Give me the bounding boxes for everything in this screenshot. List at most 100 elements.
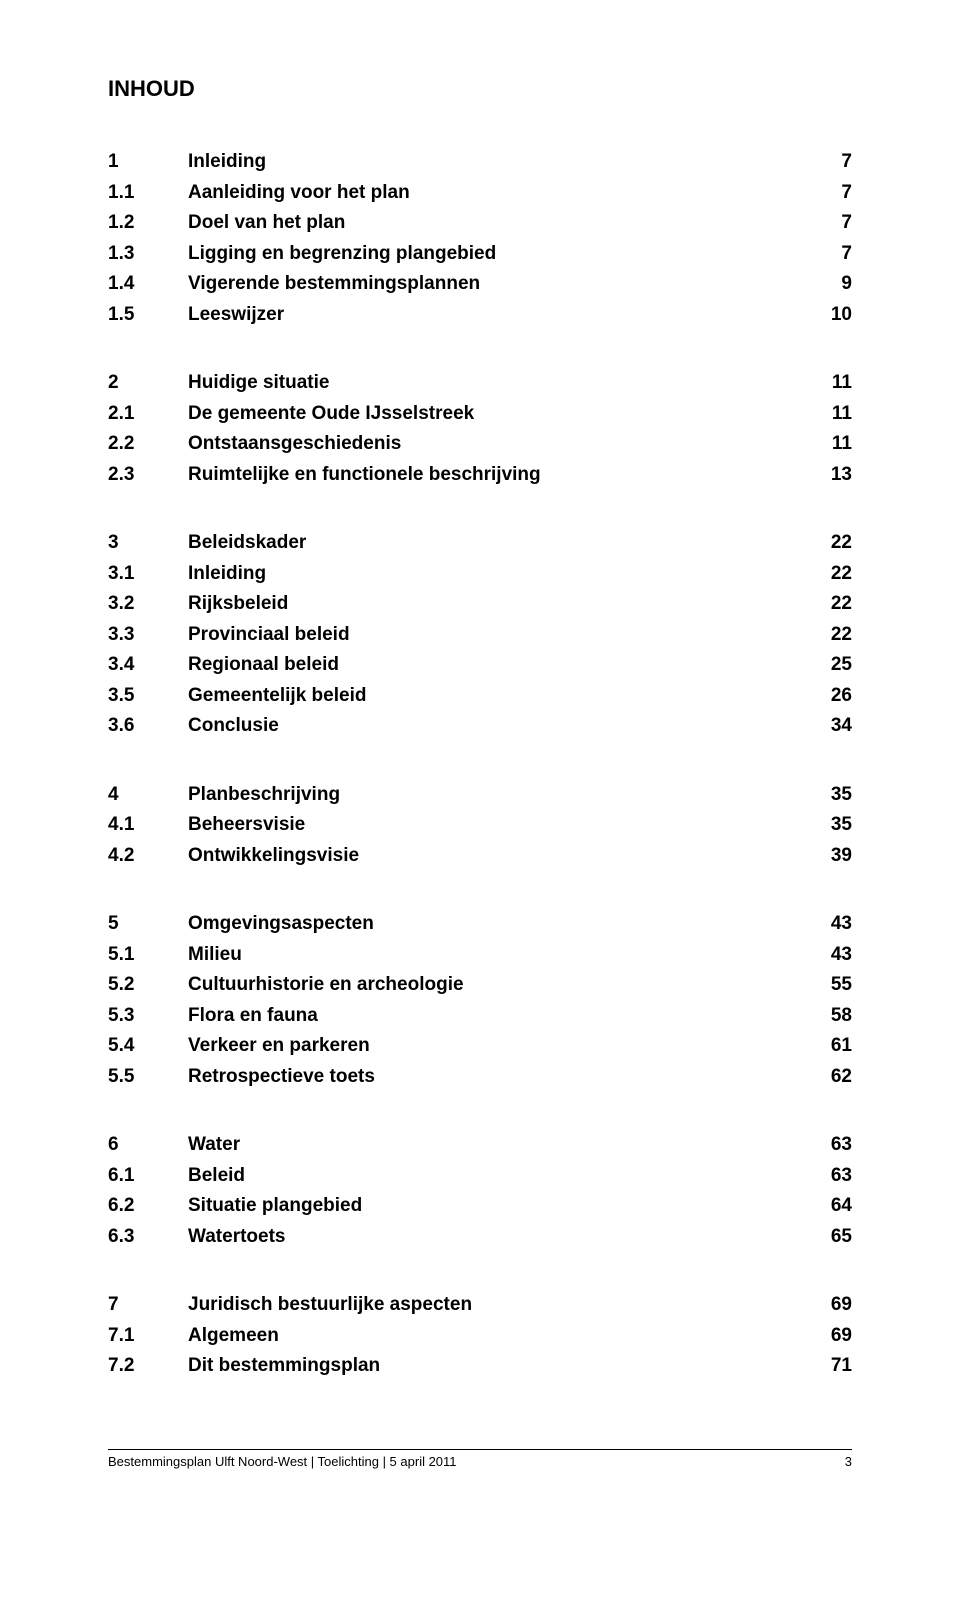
toc-item-page: 61	[802, 1032, 852, 1061]
toc-item-row: 3.5Gemeentelijk beleid26	[108, 682, 852, 711]
page-footer: Bestemmingsplan Ulft Noord-West | Toelic…	[108, 1449, 852, 1469]
toc-item-page: 22	[802, 560, 852, 589]
toc-item-label: Milieu	[188, 941, 802, 970]
toc-chapter-number: 6	[108, 1131, 188, 1160]
toc-item-page: 9	[802, 270, 852, 299]
toc-item-page: 35	[802, 811, 852, 840]
toc-item-page: 55	[802, 971, 852, 1000]
toc-item-row: 6.3Watertoets65	[108, 1223, 852, 1252]
toc-item-row: 3.2Rijksbeleid22	[108, 590, 852, 619]
page-title: INHOUD	[108, 76, 852, 102]
toc-item-label: Leeswijzer	[188, 301, 802, 330]
toc-chapter-page: 69	[802, 1291, 852, 1320]
toc-item-number: 3.3	[108, 621, 188, 650]
toc-item-number: 4.1	[108, 811, 188, 840]
toc-chapter-row: 4Planbeschrijving35	[108, 781, 852, 810]
toc-item-row: 4.2Ontwikkelingsvisie39	[108, 842, 852, 871]
toc-item-row: 7.2Dit bestemmingsplan71	[108, 1352, 852, 1381]
toc-item-label: Regionaal beleid	[188, 651, 802, 680]
toc-item-page: 10	[802, 301, 852, 330]
toc-item-page: 39	[802, 842, 852, 871]
toc-item-row: 6.2Situatie plangebied64	[108, 1192, 852, 1221]
toc-item-row: 4.1Beheersvisie35	[108, 811, 852, 840]
toc-chapter-label: Inleiding	[188, 148, 802, 177]
toc-section: 7Juridisch bestuurlijke aspecten697.1Alg…	[108, 1291, 852, 1381]
toc-item-page: 11	[802, 400, 852, 429]
toc-item-row: 1.4Vigerende bestemmingsplannen9	[108, 270, 852, 299]
toc-chapter-page: 63	[802, 1131, 852, 1160]
toc-item-label: Dit bestemmingsplan	[188, 1352, 802, 1381]
toc-chapter-label: Huidige situatie	[188, 369, 802, 398]
toc-item-number: 5.2	[108, 971, 188, 1000]
toc-item-label: Verkeer en parkeren	[188, 1032, 802, 1061]
toc-chapter-number: 7	[108, 1291, 188, 1320]
toc-item-page: 7	[802, 240, 852, 269]
toc-item-label: Flora en fauna	[188, 1002, 802, 1031]
toc-item-page: 62	[802, 1063, 852, 1092]
toc-item-number: 5.3	[108, 1002, 188, 1031]
toc-chapter-label: Planbeschrijving	[188, 781, 802, 810]
toc-item-number: 6.2	[108, 1192, 188, 1221]
toc-chapter-label: Omgevingsaspecten	[188, 910, 802, 939]
toc-item-number: 2.2	[108, 430, 188, 459]
toc-chapter-label: Water	[188, 1131, 802, 1160]
toc-section: 5Omgevingsaspecten435.1Milieu435.2Cultuu…	[108, 910, 852, 1091]
footer-left: Bestemmingsplan Ulft Noord-West | Toelic…	[108, 1454, 457, 1469]
toc-item-page: 43	[802, 941, 852, 970]
toc-chapter-page: 11	[802, 369, 852, 398]
toc-item-row: 5.4Verkeer en parkeren61	[108, 1032, 852, 1061]
toc-item-number: 3.4	[108, 651, 188, 680]
toc-item-row: 2.1De gemeente Oude IJsselstreek11	[108, 400, 852, 429]
toc-item-row: 5.1Milieu43	[108, 941, 852, 970]
toc-item-page: 26	[802, 682, 852, 711]
toc-item-page: 7	[802, 179, 852, 208]
toc-item-number: 7.1	[108, 1322, 188, 1351]
toc-item-label: Situatie plangebied	[188, 1192, 802, 1221]
toc-chapter-row: 7Juridisch bestuurlijke aspecten69	[108, 1291, 852, 1320]
toc-item-row: 3.4Regionaal beleid25	[108, 651, 852, 680]
toc-chapter-page: 7	[802, 148, 852, 177]
toc-item-number: 3.5	[108, 682, 188, 711]
toc-item-label: Ligging en begrenzing plangebied	[188, 240, 802, 269]
toc-item-number: 4.2	[108, 842, 188, 871]
toc-item-label: Ontwikkelingsvisie	[188, 842, 802, 871]
toc-chapter-page: 43	[802, 910, 852, 939]
toc-item-label: De gemeente Oude IJsselstreek	[188, 400, 802, 429]
toc-chapter-label: Juridisch bestuurlijke aspecten	[188, 1291, 802, 1320]
toc-item-number: 2.3	[108, 461, 188, 490]
toc-item-number: 2.1	[108, 400, 188, 429]
toc-chapter-page: 22	[802, 529, 852, 558]
toc-item-page: 25	[802, 651, 852, 680]
toc-item-label: Retrospectieve toets	[188, 1063, 802, 1092]
toc-item-label: Cultuurhistorie en archeologie	[188, 971, 802, 1000]
toc-chapter-number: 3	[108, 529, 188, 558]
toc-item-label: Vigerende bestemmingsplannen	[188, 270, 802, 299]
toc-item-number: 7.2	[108, 1352, 188, 1381]
toc-item-row: 1.5Leeswijzer10	[108, 301, 852, 330]
toc-item-label: Provinciaal beleid	[188, 621, 802, 650]
toc-item-row: 2.2Ontstaansgeschiedenis11	[108, 430, 852, 459]
toc-item-row: 7.1Algemeen69	[108, 1322, 852, 1351]
toc-item-row: 5.3Flora en fauna58	[108, 1002, 852, 1031]
toc-item-label: Watertoets	[188, 1223, 802, 1252]
toc-item-number: 3.2	[108, 590, 188, 619]
toc-section: 3Beleidskader223.1Inleiding223.2Rijksbel…	[108, 529, 852, 741]
toc-item-page: 11	[802, 430, 852, 459]
toc-item-page: 13	[802, 461, 852, 490]
toc-item-row: 2.3Ruimtelijke en functionele beschrijvi…	[108, 461, 852, 490]
toc-item-page: 58	[802, 1002, 852, 1031]
toc-item-number: 1.2	[108, 209, 188, 238]
toc-chapter-number: 4	[108, 781, 188, 810]
toc-item-label: Beleid	[188, 1162, 802, 1191]
toc-chapter-row: 6Water63	[108, 1131, 852, 1160]
toc-chapter-row: 2Huidige situatie11	[108, 369, 852, 398]
toc-chapter-number: 1	[108, 148, 188, 177]
toc-item-number: 5.1	[108, 941, 188, 970]
toc-item-row: 3.1Inleiding22	[108, 560, 852, 589]
toc-item-number: 1.3	[108, 240, 188, 269]
toc-item-label: Algemeen	[188, 1322, 802, 1351]
toc-item-number: 1.4	[108, 270, 188, 299]
toc-chapter-number: 2	[108, 369, 188, 398]
toc-item-page: 34	[802, 712, 852, 741]
document-page: INHOUD 1Inleiding71.1Aanleiding voor het…	[0, 0, 960, 1509]
